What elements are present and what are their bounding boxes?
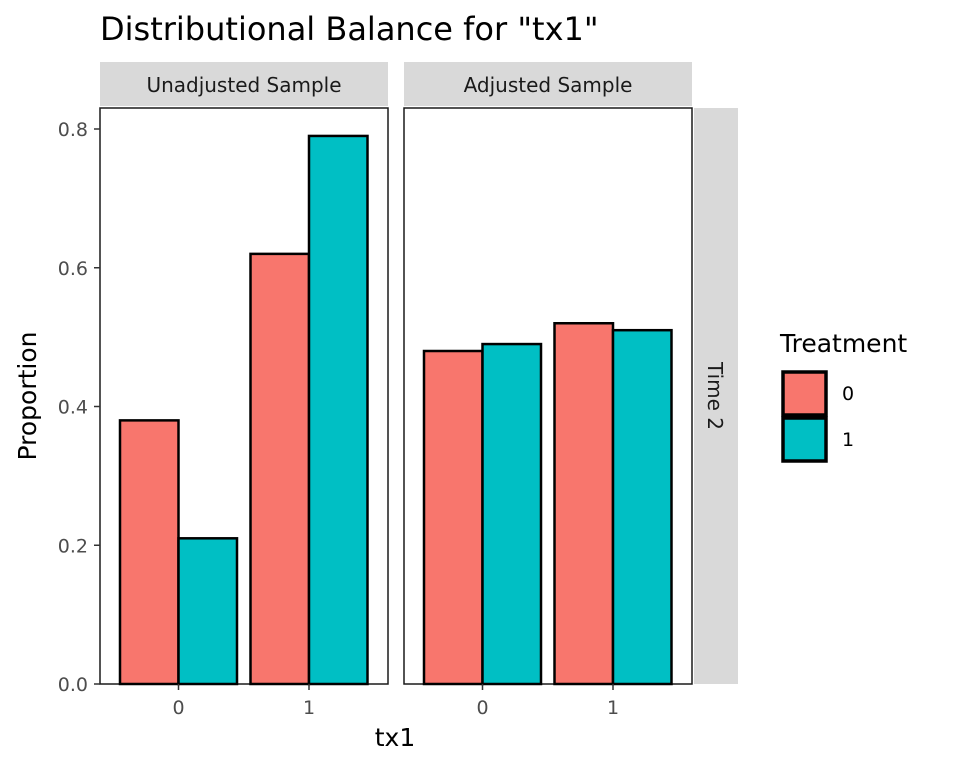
legend: Treatment 0 1 xyxy=(779,329,907,463)
panel-strip-label: Unadjusted Sample xyxy=(146,73,341,97)
y-tick-label: 0.2 xyxy=(58,535,88,557)
y-tick-label: 0.8 xyxy=(58,119,88,141)
legend-label-1: 1 xyxy=(842,429,854,451)
y-axis: 0.0 0.2 0.4 0.6 0.8 xyxy=(58,119,100,696)
chart-title: Distributional Balance for "tx1" xyxy=(100,10,599,48)
bar-2-cat0-treat1 xyxy=(481,342,543,686)
bar-2-cat0-treat0 xyxy=(422,349,484,686)
legend-label-0: 0 xyxy=(842,383,854,405)
x-tick-label: 1 xyxy=(607,697,619,719)
panel-2: Adjusted Sample 0 1 xyxy=(403,62,693,719)
y-tick-label: 0.0 xyxy=(58,674,88,696)
x-tick-label: 0 xyxy=(172,697,184,719)
panel-strip xyxy=(404,62,692,106)
bar-1-cat0-treat1 xyxy=(177,537,239,686)
bar-2-cat1-treat0 xyxy=(553,322,615,686)
y-axis-title: Proportion xyxy=(13,332,42,461)
row-strip-label: Time 2 xyxy=(703,361,727,430)
legend-title: Treatment xyxy=(779,329,907,358)
row-strip xyxy=(694,108,738,684)
bar-1-cat0-treat0 xyxy=(118,419,180,686)
x-tick-label: 0 xyxy=(476,697,488,719)
x-axis-title: tx1 xyxy=(375,723,416,752)
bar-2-cat1-treat1 xyxy=(611,328,673,686)
bar-1-cat1-treat1 xyxy=(307,134,369,686)
panel-strip-label: Adjusted Sample xyxy=(464,73,633,97)
bar-1-cat1-treat0 xyxy=(249,252,311,686)
y-tick-label: 0.6 xyxy=(58,258,88,280)
panel-strip xyxy=(100,62,388,106)
x-tick-label: 1 xyxy=(303,697,315,719)
legend-key-1 xyxy=(781,416,828,463)
panel-1: Unadjusted Sample 0 1 xyxy=(99,62,389,719)
y-tick-label: 0.4 xyxy=(58,397,88,419)
legend-key-0 xyxy=(781,370,828,417)
